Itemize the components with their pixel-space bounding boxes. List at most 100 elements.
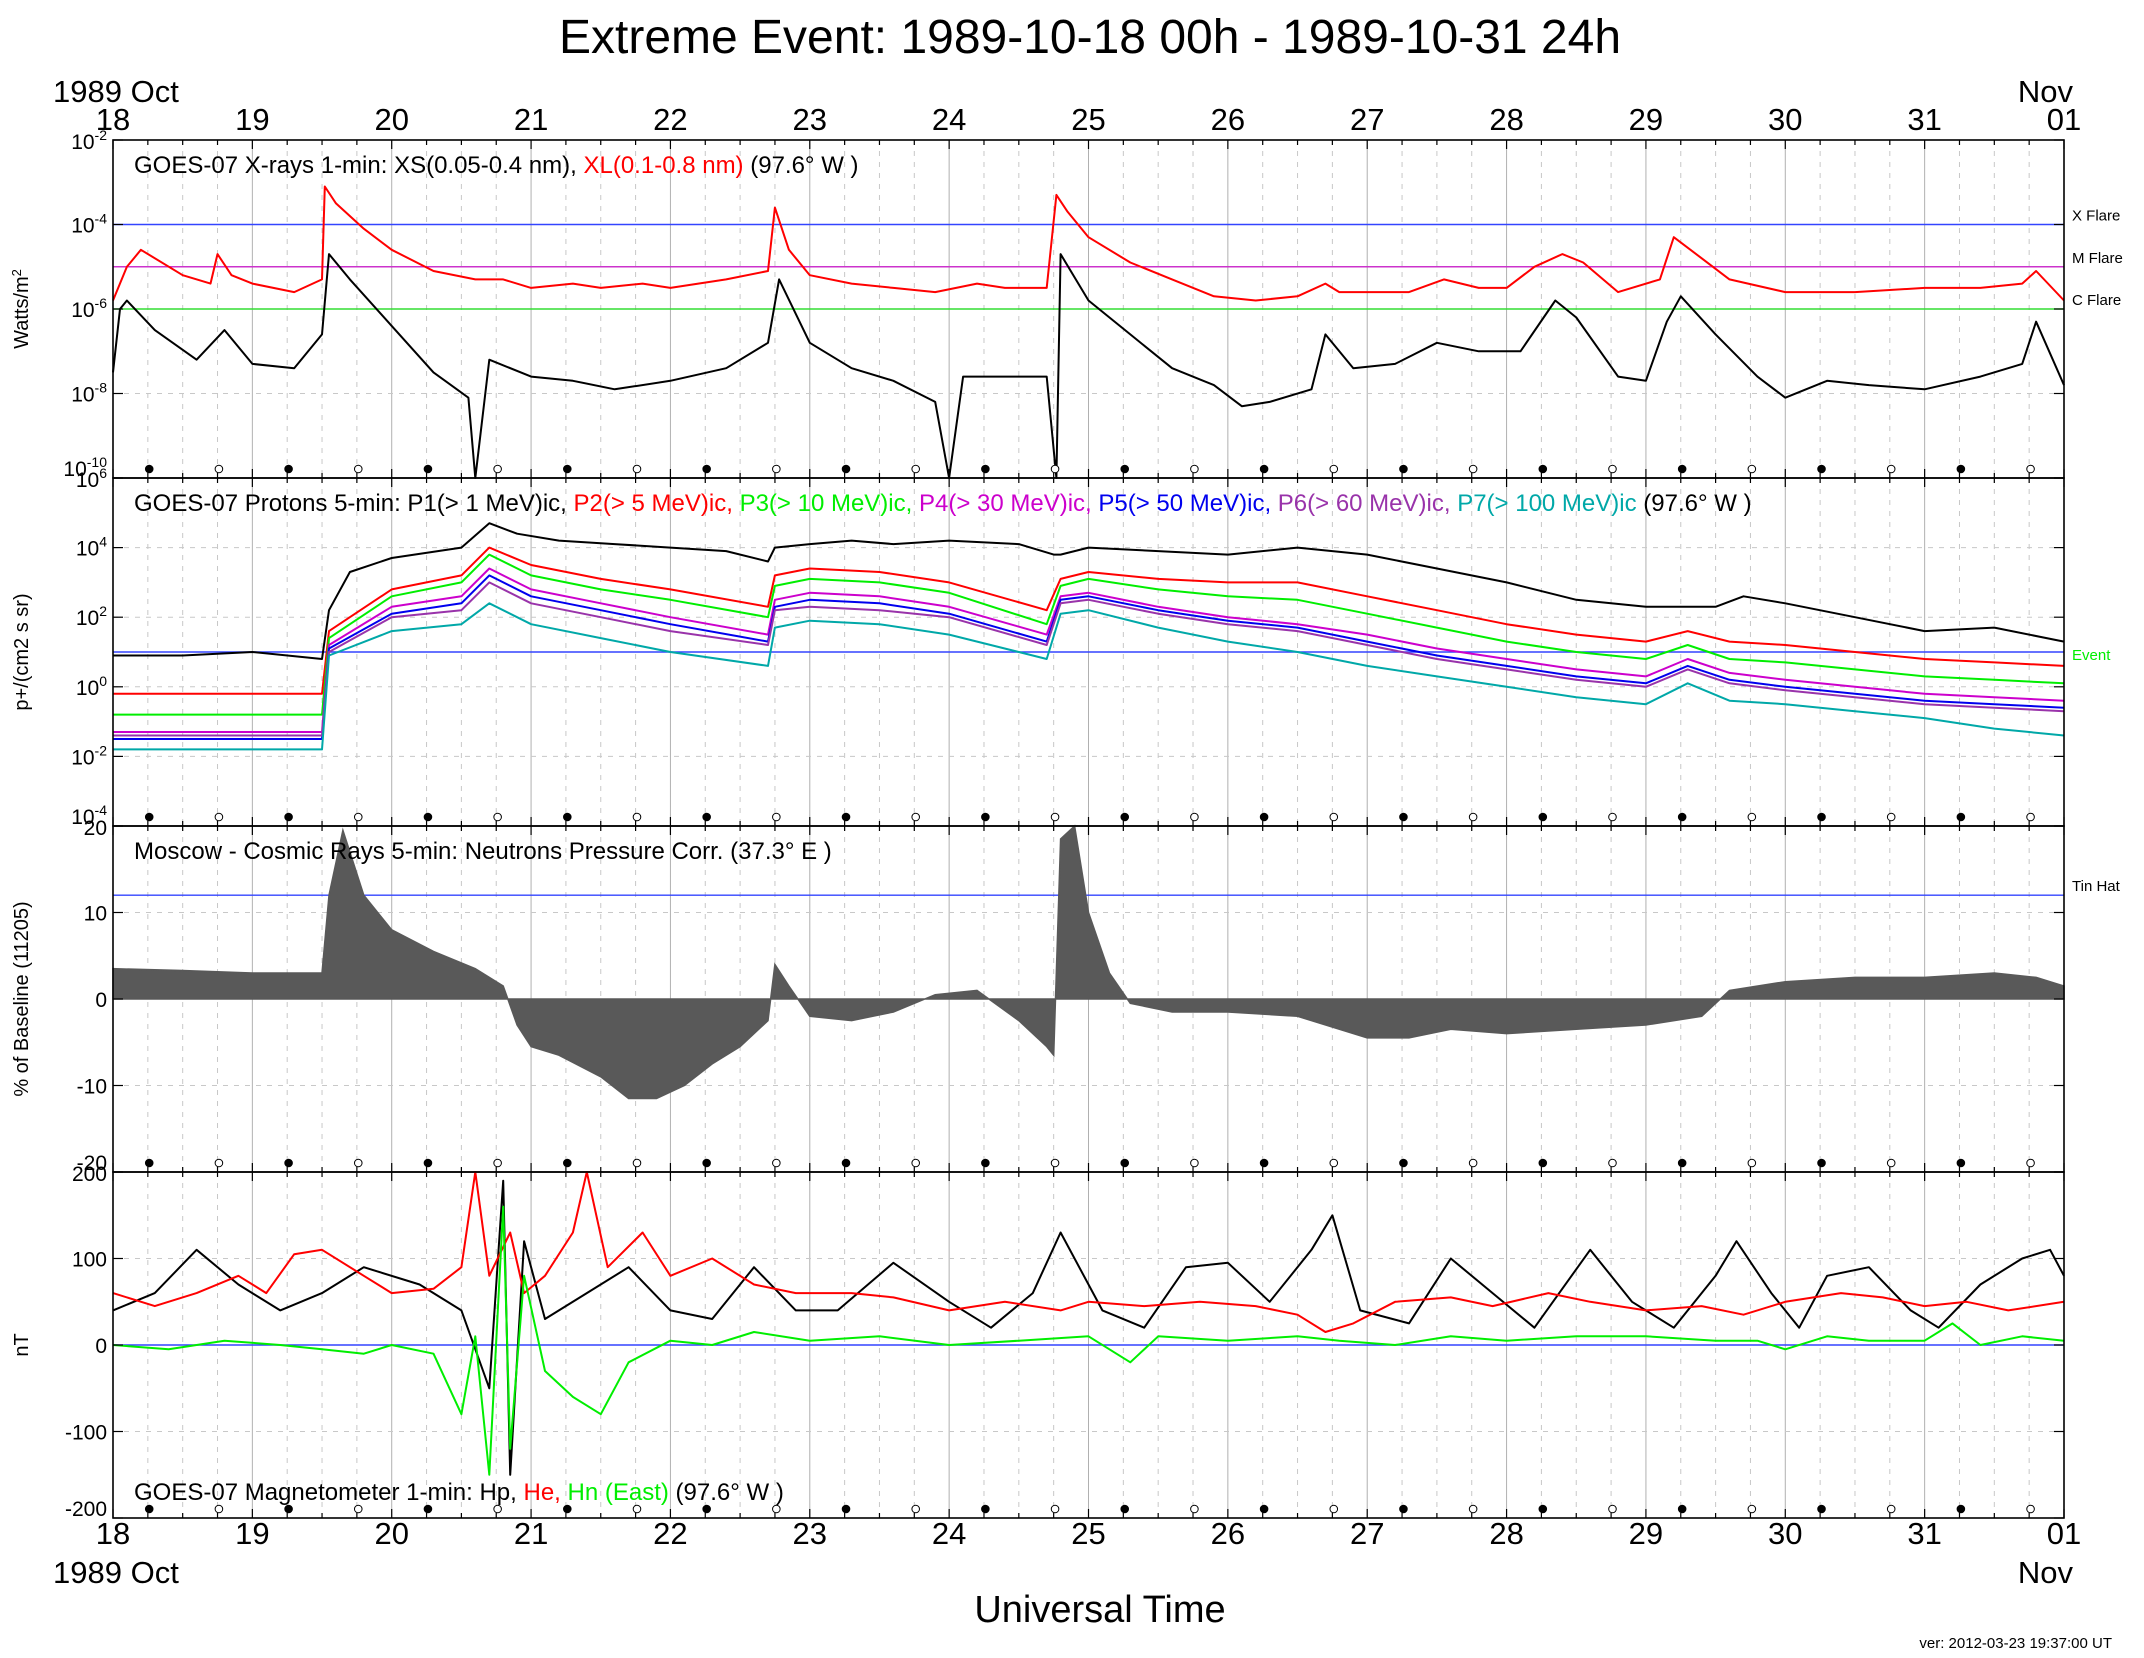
x-tick-label-top: 01 [2047, 102, 2081, 137]
day-night-marker [702, 464, 711, 474]
x-tick-label-bottom: 01 [2047, 1516, 2081, 1551]
day-night-marker [214, 1158, 224, 1168]
y-axis-label-neutrons: % of Baseline (11205) [11, 901, 33, 1096]
y-tick-label: 100 [76, 673, 107, 700]
day-night-marker [1956, 464, 1966, 474]
version-label: ver: 2012-03-23 19:37:00 UT [1919, 1635, 2112, 1652]
threshold-label: M Flare [2072, 250, 2123, 267]
day-night-marker [841, 1158, 851, 1168]
series-line-magnetometer-2 [112, 1205, 2065, 1476]
day-night-marker [632, 464, 642, 474]
y-tick-label: 0 [95, 989, 107, 1012]
y-tick-label: 100 [72, 1249, 107, 1272]
day-night-marker [563, 464, 572, 474]
day-night-marker [1817, 812, 1826, 822]
panel-label-protons: GOES-07 Protons 5-min: P1(> 1 MeV)ic, P2… [134, 490, 1752, 517]
panel-neutrons: Tin Hat 20 10 0 -10 -20 % of Baseline (11205) M… [11, 817, 2121, 1175]
day-night-marker [1259, 464, 1269, 474]
day-night-marker [1399, 464, 1408, 474]
day-night-marker [1190, 1158, 1199, 1168]
day-night-marker [1747, 812, 1757, 822]
day-night-marker [144, 1158, 154, 1168]
day-night-marker [1817, 1158, 1826, 1168]
x-tick-label-top: 27 [1350, 102, 1384, 137]
day-night-marker [981, 1504, 990, 1514]
x-tick-label-top: 29 [1629, 102, 1663, 137]
y-tick-label: 10-2 [71, 127, 107, 154]
day-night-marker [1399, 1504, 1408, 1514]
day-night-marker [1050, 1158, 1060, 1168]
series-line-magnetometer-1 [112, 1171, 2065, 1333]
day-night-marker [563, 812, 572, 822]
day-night-marker [563, 1158, 572, 1168]
series-line-xrays-1 [112, 253, 2065, 479]
day-night-marker [1817, 1504, 1826, 1514]
x-tick-label-top: 24 [932, 102, 966, 137]
day-night-marker [493, 1158, 502, 1168]
day-night-marker [1329, 1158, 1339, 1168]
day-night-marker [423, 1158, 433, 1168]
day-night-marker [1677, 1504, 1687, 1514]
day-night-marker [423, 1504, 433, 1514]
day-night-marker [214, 464, 224, 474]
day-night-marker [632, 1158, 642, 1168]
x-tick-label-bottom: 18 [96, 1516, 130, 1551]
x-tick-label-top: 28 [1489, 102, 1523, 137]
day-night-marker [1747, 1158, 1757, 1168]
day-night-marker [1190, 812, 1199, 822]
x-tick-label-bottom: 28 [1489, 1516, 1523, 1551]
day-night-marker [284, 1158, 293, 1168]
day-night-marker [1538, 1158, 1548, 1168]
day-night-marker [1050, 812, 1060, 822]
day-night-marker [1886, 464, 1896, 474]
y-tick-label: 104 [76, 534, 107, 561]
day-night-marker [1608, 464, 1617, 474]
y-tick-label: -100 [65, 1422, 107, 1445]
y-tick-label: 10-4 [71, 802, 107, 829]
series-line-protons-0 [113, 522, 2065, 660]
day-night-marker [1608, 1158, 1617, 1168]
y-tick-label: 10-10 [63, 454, 107, 481]
y-tick-label: 10-2 [71, 742, 107, 769]
x-tick-label-bottom: 31 [1907, 1516, 1941, 1551]
x-tick-label-top: 30 [1768, 102, 1802, 137]
x-tick-label-bottom: 22 [653, 1516, 687, 1551]
y-tick-label: 10-6 [71, 295, 107, 322]
x-axis-labels: 18 18 19 19 20 20 21 21 22 22 23 23 24 24 25 25 26 26 27 27… [96, 102, 2081, 1551]
day-night-marker [1956, 812, 1966, 822]
y-tick-label: -10 [77, 1076, 107, 1099]
day-night-marker [1468, 1504, 1478, 1514]
day-night-marker [981, 812, 990, 822]
y-tick-label: 20 [84, 817, 107, 840]
day-night-marker [1608, 812, 1617, 822]
day-night-marker [1538, 464, 1548, 474]
y-tick-label: 10 [84, 903, 107, 926]
y-tick-label: 200 [72, 1163, 107, 1186]
day-night-marker [1468, 464, 1478, 474]
y-tick-label: 102 [76, 603, 107, 630]
x-tick-label-bottom: 19 [235, 1516, 269, 1551]
x-tick-label-top: 22 [653, 102, 687, 137]
day-night-marker [632, 1504, 642, 1514]
x-tick-label-bottom: 29 [1629, 1516, 1663, 1551]
x-axis-title: Universal Time [974, 1589, 1225, 1631]
x-tick-label-bottom: 20 [374, 1516, 408, 1551]
day-night-marker [214, 812, 224, 822]
day-night-marker [144, 464, 154, 474]
x-tick-label-bottom: 26 [1211, 1516, 1245, 1551]
day-night-marker [2026, 812, 2035, 822]
day-night-marker [1677, 812, 1687, 822]
day-night-marker [1190, 464, 1199, 474]
series-line-protons-6 [113, 602, 2065, 751]
x-tick-label-top: 25 [1071, 102, 1105, 137]
day-night-marker [772, 1504, 781, 1514]
x-tick-label-top: 19 [235, 102, 269, 137]
y-axis-label-protons: p+/(cm2 s sr) [11, 593, 33, 710]
day-night-marker [1120, 1158, 1130, 1168]
day-night-marker [284, 812, 293, 822]
series-line-protons-2 [113, 553, 2065, 716]
day-night-marker [981, 464, 990, 474]
day-night-marker [911, 812, 920, 822]
day-night-marker [772, 464, 781, 474]
